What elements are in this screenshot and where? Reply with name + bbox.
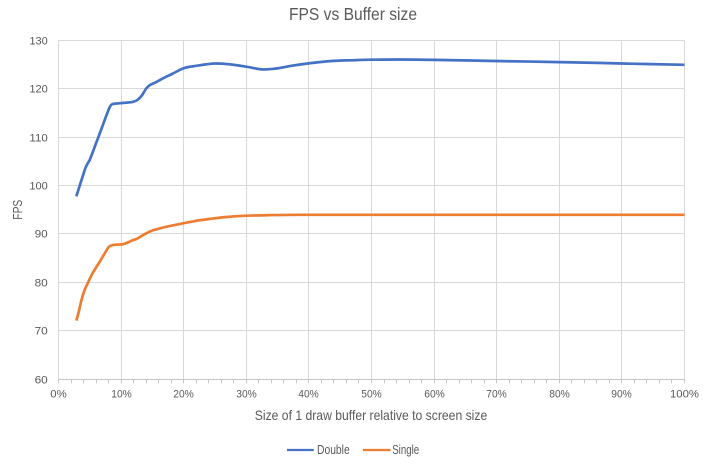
- svg-text:10%: 10%: [111, 389, 132, 401]
- svg-text:20%: 20%: [173, 389, 194, 401]
- svg-text:Double: Double: [317, 442, 350, 457]
- svg-text:130: 130: [29, 35, 47, 47]
- svg-text:40%: 40%: [298, 389, 319, 401]
- svg-text:100: 100: [29, 180, 47, 192]
- svg-text:70%: 70%: [486, 389, 507, 401]
- svg-text:Size of 1 draw buffer relative: Size of 1 draw buffer relative to screen…: [255, 408, 488, 423]
- svg-text:70: 70: [35, 325, 48, 337]
- svg-text:110: 110: [29, 132, 47, 144]
- svg-text:0%: 0%: [50, 389, 67, 401]
- svg-text:30%: 30%: [236, 389, 257, 401]
- svg-text:90: 90: [35, 228, 48, 240]
- svg-text:Single: Single: [392, 442, 419, 457]
- svg-text:120: 120: [29, 83, 47, 95]
- svg-text:60%: 60%: [424, 389, 445, 401]
- svg-text:50%: 50%: [361, 389, 382, 401]
- svg-text:FPS vs Buffer size: FPS vs Buffer size: [289, 4, 417, 24]
- svg-text:100%: 100%: [670, 389, 699, 401]
- svg-text:80%: 80%: [549, 389, 570, 401]
- svg-text:90%: 90%: [611, 389, 632, 401]
- svg-text:FPS: FPS: [11, 200, 25, 220]
- svg-text:60: 60: [35, 374, 48, 386]
- svg-text:80: 80: [35, 277, 48, 289]
